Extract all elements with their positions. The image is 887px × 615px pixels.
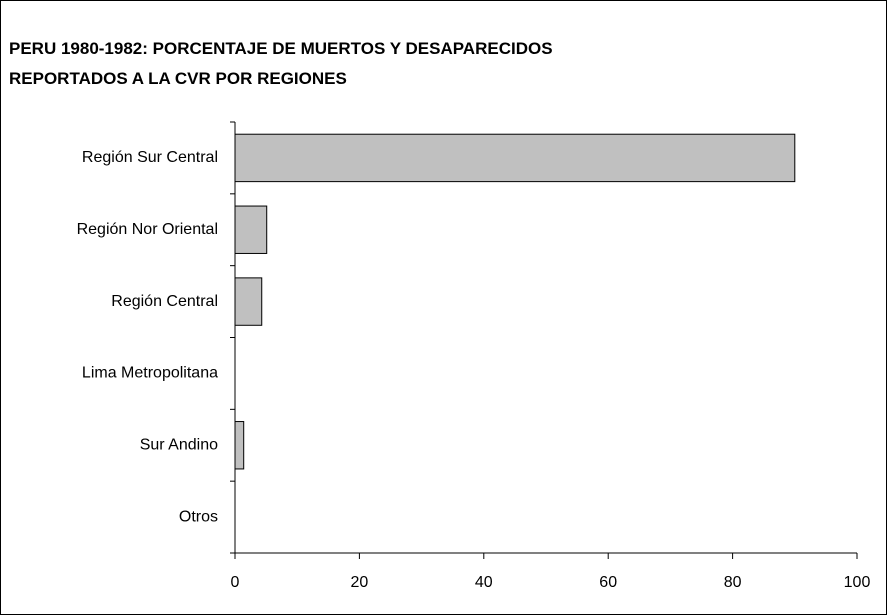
bar: [234, 133, 796, 183]
y-tick-label: Región Central: [111, 293, 218, 310]
y-tick-label: Región Nor Oriental: [77, 221, 218, 238]
x-tick-label: 20: [351, 574, 369, 591]
y-tick-label: Sur Andino: [140, 436, 218, 453]
x-tick-label: 60: [599, 574, 617, 591]
chart-title: REPORTADOS A LA CVR POR REGIONES: [9, 69, 347, 88]
chart-title: PERU 1980-1982: PORCENTAJE DE MUERTOS Y …: [9, 39, 553, 58]
x-tick-label: 40: [475, 574, 493, 591]
x-tick-label: 80: [724, 574, 742, 591]
x-tick-label: 100: [844, 574, 871, 591]
x-tick-label: 0: [231, 574, 240, 591]
bar: [234, 205, 268, 254]
y-tick-label: Lima Metropolitana: [82, 365, 218, 382]
bar: [234, 421, 245, 470]
y-tick-label: Región Sur Central: [82, 149, 218, 166]
y-tick-label: Otros: [179, 508, 218, 525]
bar: [234, 277, 263, 326]
